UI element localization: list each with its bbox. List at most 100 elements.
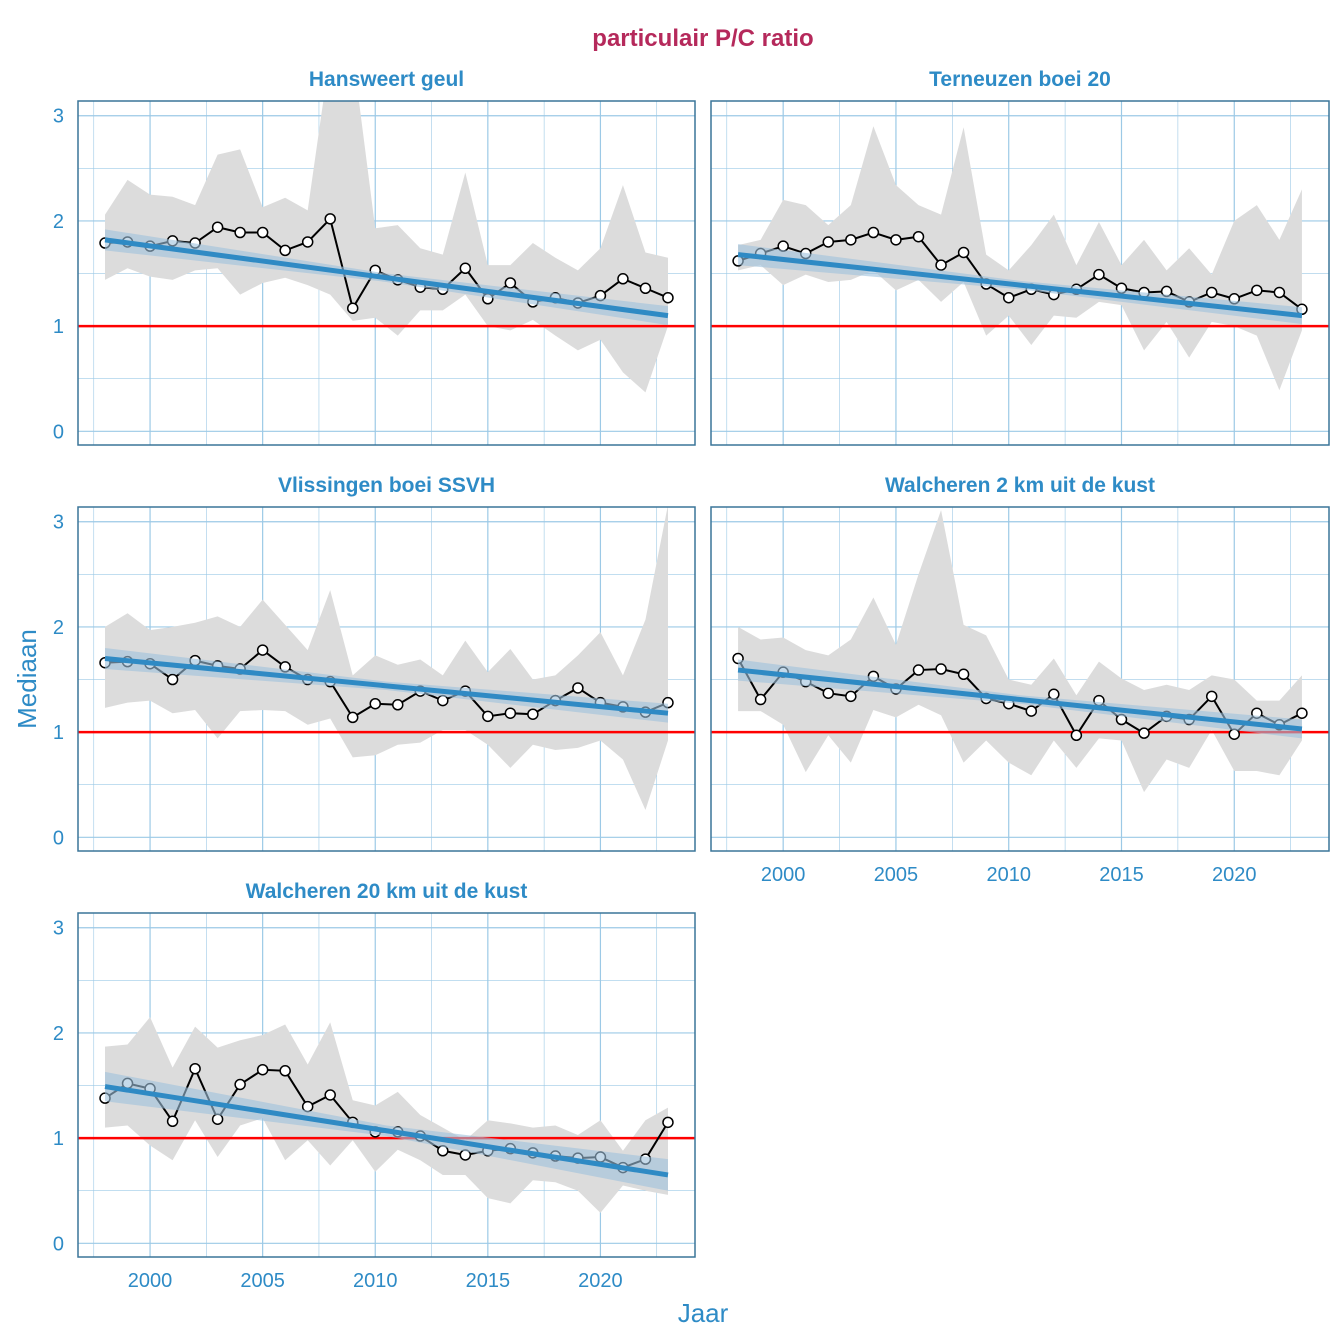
y-tick-label: 0 bbox=[53, 827, 64, 849]
y-tick-label: 3 bbox=[53, 918, 64, 940]
panel-title: Walcheren 20 km uit de kust bbox=[246, 880, 528, 903]
trend-line bbox=[737, 252, 1303, 319]
range-band bbox=[105, 507, 668, 810]
y-tick-label: 2 bbox=[53, 211, 64, 233]
median-point bbox=[867, 226, 880, 239]
panel-4: Walcheren 2 km uit de kust 2000 2005 2010 20… bbox=[710, 474, 1330, 886]
median-point bbox=[189, 1062, 201, 1075]
panel-border bbox=[77, 912, 696, 1258]
median-point bbox=[1296, 707, 1308, 719]
panel-3: Vlissingen boei SSVH 0 1 2 3 bbox=[53, 474, 696, 852]
median-point bbox=[279, 244, 291, 257]
median-point bbox=[211, 1113, 224, 1125]
panel-plot-area bbox=[711, 101, 1329, 445]
y-tick-label: 2 bbox=[53, 1023, 64, 1045]
median-point bbox=[1205, 690, 1218, 703]
panel-title: Vlissingen boei SSVH bbox=[278, 474, 495, 497]
median-point bbox=[234, 226, 246, 239]
median-point bbox=[527, 708, 539, 720]
panel-2: Terneuzen boei 20 bbox=[710, 68, 1330, 446]
panel-border bbox=[77, 100, 696, 446]
y-tick-label: 1 bbox=[53, 1128, 64, 1150]
panel-title: Terneuzen boei 20 bbox=[929, 68, 1111, 91]
median-point bbox=[166, 673, 179, 686]
median-point bbox=[912, 664, 925, 676]
range-band bbox=[105, 101, 668, 393]
median-point bbox=[957, 668, 970, 681]
y-tick-label: 3 bbox=[53, 512, 64, 534]
median-point bbox=[392, 699, 404, 711]
panel-plot-area bbox=[78, 101, 695, 445]
median-point bbox=[662, 1116, 674, 1129]
median-point bbox=[662, 291, 674, 304]
x-tick-label: 2005 bbox=[874, 864, 919, 886]
median-point bbox=[1048, 688, 1060, 701]
median-point bbox=[1138, 727, 1150, 739]
median-point bbox=[1070, 729, 1083, 742]
median-point bbox=[957, 246, 970, 259]
median-point bbox=[617, 273, 629, 285]
trend-line bbox=[104, 655, 669, 716]
median-point bbox=[346, 302, 359, 314]
median-point bbox=[256, 1063, 269, 1076]
x-tick-label: 2020 bbox=[1212, 864, 1257, 886]
panel-border bbox=[710, 506, 1330, 852]
y-tick-label: 0 bbox=[53, 1233, 64, 1255]
median-point bbox=[890, 234, 902, 246]
panel-border bbox=[77, 506, 696, 852]
panel-plot-area bbox=[78, 913, 695, 1257]
y-tick-label: 2 bbox=[53, 617, 64, 639]
median-point bbox=[482, 710, 494, 723]
x-tick-label: 2000 bbox=[761, 864, 806, 886]
median-point bbox=[754, 693, 767, 706]
median-point bbox=[369, 697, 381, 710]
panel-1: Hansweert geul 0 1 2 3 bbox=[53, 68, 696, 446]
x-axis-label: Jaar bbox=[678, 1298, 729, 1328]
range-band bbox=[105, 1017, 668, 1213]
median-point bbox=[459, 262, 472, 275]
x-tick-label: 2005 bbox=[240, 1270, 285, 1292]
range-band bbox=[738, 510, 1302, 793]
median-point bbox=[1025, 705, 1038, 717]
median-point bbox=[346, 711, 359, 724]
median-point bbox=[1273, 286, 1286, 299]
y-tick-label: 1 bbox=[53, 722, 64, 744]
y-axis-label: Mediaan bbox=[12, 629, 42, 729]
median-point bbox=[301, 236, 314, 248]
median-point bbox=[845, 690, 857, 703]
median-point bbox=[1002, 291, 1015, 304]
median-point bbox=[256, 644, 269, 656]
median-point bbox=[437, 694, 449, 707]
panel-5: Walcheren 20 km uit de kust 0 1 2 3 2000 2005 2… bbox=[53, 880, 696, 1292]
median-point bbox=[822, 236, 835, 248]
median-point bbox=[324, 213, 336, 225]
panel-title: Hansweert geul bbox=[309, 68, 464, 91]
median-point bbox=[1093, 268, 1105, 281]
median-point bbox=[211, 221, 224, 233]
median-point bbox=[256, 226, 269, 239]
median-point bbox=[504, 707, 517, 719]
median-point bbox=[572, 682, 584, 694]
median-point bbox=[234, 1078, 246, 1091]
panel-plot-area bbox=[711, 507, 1329, 851]
x-tick-label: 2020 bbox=[578, 1270, 623, 1292]
median-point bbox=[935, 663, 947, 675]
chart-title: particulair P/C ratio bbox=[592, 25, 813, 52]
median-point bbox=[912, 230, 925, 243]
median-point bbox=[324, 1089, 336, 1101]
median-point bbox=[845, 234, 857, 246]
panel-border bbox=[710, 100, 1330, 446]
trend-line bbox=[737, 667, 1303, 732]
trend-line bbox=[104, 1084, 669, 1178]
range-band bbox=[738, 126, 1302, 391]
y-tick-label: 1 bbox=[53, 316, 64, 338]
x-tick-label: 2000 bbox=[128, 1270, 173, 1292]
median-point bbox=[279, 1065, 291, 1077]
panel-title: Walcheren 2 km uit de kust bbox=[885, 474, 1155, 497]
median-point bbox=[504, 277, 517, 289]
median-point bbox=[935, 259, 947, 271]
x-tick-label: 2010 bbox=[986, 864, 1031, 886]
panel-plot-area bbox=[78, 507, 695, 851]
y-tick-label: 0 bbox=[53, 421, 64, 443]
